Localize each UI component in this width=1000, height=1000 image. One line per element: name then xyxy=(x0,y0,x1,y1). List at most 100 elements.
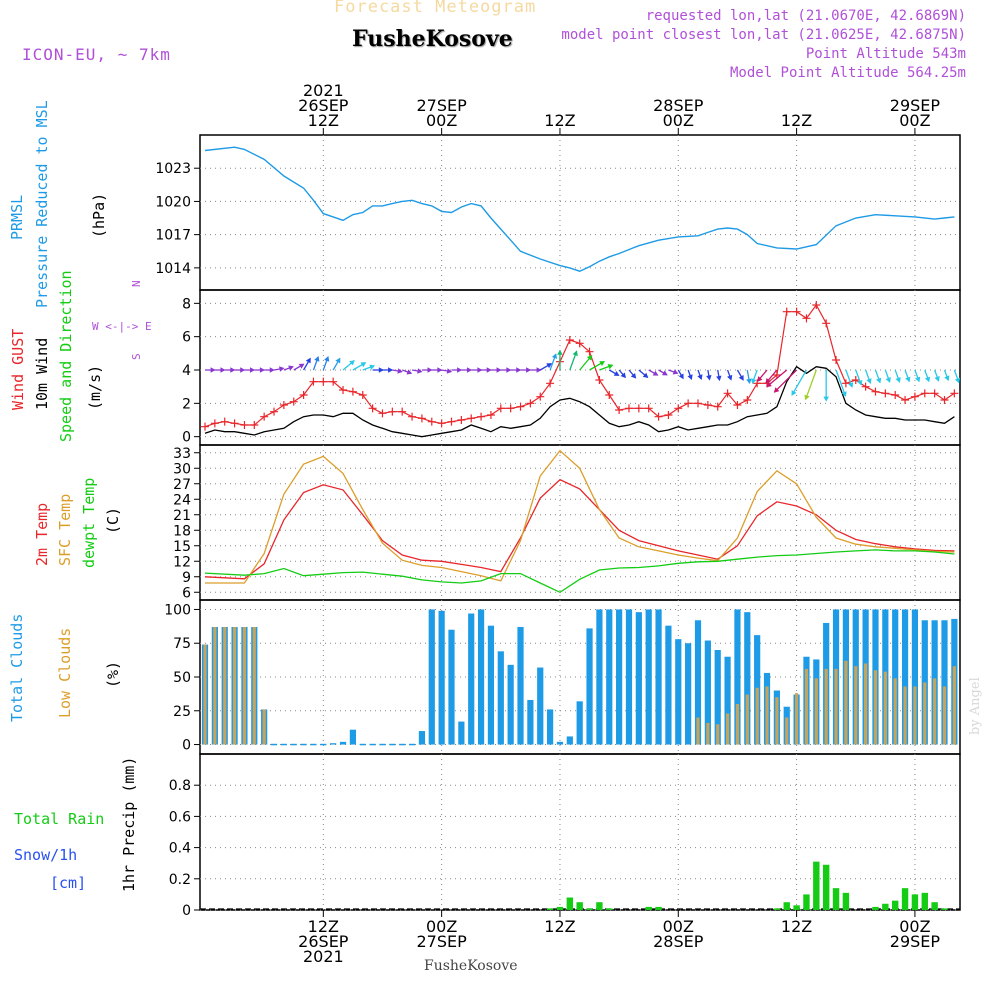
ytick-label-0-3: 1023 xyxy=(155,161,191,177)
wind-direction-arrowhead xyxy=(446,368,453,374)
ytick-label-2-8: 30 xyxy=(173,461,191,477)
rain-bar xyxy=(911,894,919,910)
low-cloud-bar xyxy=(923,682,927,745)
time-label-top-4-0: 12Z xyxy=(781,111,812,130)
total-cloud-bar xyxy=(596,609,603,745)
wind-direction-arrowhead xyxy=(791,390,797,396)
time-label-bottom-4-0: 12Z xyxy=(781,917,812,936)
low-cloud-bar xyxy=(716,724,720,745)
low-cloud-bar xyxy=(903,686,907,745)
wind-gust-line xyxy=(204,303,955,428)
wind-gust-marker xyxy=(901,396,910,404)
snow-label: Snow/1h xyxy=(14,846,78,864)
wind-gust-marker xyxy=(585,347,594,356)
ytick-label-3-0: 0 xyxy=(182,738,191,754)
wind-10m-line xyxy=(204,365,955,438)
wind-direction-arrowhead xyxy=(823,396,829,402)
wind-gust-marker xyxy=(605,391,614,399)
wind-direction-arrowhead xyxy=(250,367,256,373)
time-label-bottom-2-0: 12Z xyxy=(544,917,575,936)
rain-bar xyxy=(813,861,820,910)
wind-direction-arrowhead xyxy=(841,391,847,397)
snow-unit: [cm] xyxy=(50,874,87,892)
wind-gust-marker xyxy=(516,402,525,411)
total-cloud-bar xyxy=(694,620,702,745)
ytick-label-4-1: 0.2 xyxy=(169,872,191,888)
wind-gust-marker xyxy=(575,339,584,348)
wind-gust-marker xyxy=(733,401,742,409)
wind-direction-arrowhead xyxy=(765,378,771,384)
forecast-meteogram-title: Forecast Meteogram xyxy=(334,0,537,17)
time-label-bottom-5-0: 00Z xyxy=(899,917,930,936)
wind-gust-marker xyxy=(565,336,574,344)
low-cloud-bar xyxy=(883,671,887,745)
wind-gust-marker xyxy=(348,387,357,396)
model-name: ICON-EU, ~ 7km xyxy=(22,45,171,64)
wind-direction-arrowhead xyxy=(697,374,703,381)
wind-direction-arrowhead xyxy=(866,378,872,384)
wind-direction-arrowhead xyxy=(687,374,693,381)
time-label-top-1-0: 27SEP xyxy=(416,96,467,115)
wind-direction-arrowhead xyxy=(706,375,712,381)
wind-gust-marker xyxy=(792,307,801,316)
wind-direction-arrowhead xyxy=(738,375,744,381)
low-cloud-bar xyxy=(952,666,956,745)
time-label-bottom-1-0: 00Z xyxy=(426,917,457,936)
wind-gust-marker xyxy=(881,389,890,398)
ytick-label-2-0: 6 xyxy=(182,585,191,601)
wind-gust-marker xyxy=(536,392,545,401)
ytick-label-2-7: 27 xyxy=(173,477,191,493)
wind-gust-marker xyxy=(467,414,476,423)
wind-gust-marker xyxy=(654,412,663,421)
wind-gust-marker xyxy=(250,421,259,429)
wind-direction-arrow xyxy=(805,369,817,400)
wind-gust-marker xyxy=(240,421,249,429)
temp-2m-line xyxy=(204,478,955,580)
rain-bar xyxy=(606,908,613,910)
wind-direction-arrowhead xyxy=(746,378,752,385)
ytick-label-4-3: 0.6 xyxy=(169,809,191,825)
ytick-label-4-4: 0.8 xyxy=(169,778,191,794)
total-cloud-bar xyxy=(901,609,909,745)
total-cloud-bar xyxy=(339,741,347,745)
total-cloud-bar xyxy=(349,729,356,745)
total-cloud-bar xyxy=(556,741,564,745)
total-cloud-bar xyxy=(487,625,495,745)
time-label-bottom-0-0: 12Z xyxy=(308,917,339,936)
total-cloud-bar xyxy=(892,609,899,745)
ytick-label-4-0: 0 xyxy=(182,903,191,919)
total-rain-label: Total Rain xyxy=(14,810,105,828)
wind-direction-arrowhead xyxy=(905,376,911,383)
low-cloud-bar xyxy=(844,660,848,745)
rain-bar xyxy=(931,902,938,910)
wind-direction-arrowhead xyxy=(240,367,246,373)
wind-direction-arrowhead xyxy=(848,382,854,388)
wind-direction-arrowhead xyxy=(324,356,330,362)
temp-sfc-line xyxy=(205,449,955,584)
time-label-bottom-0-1: 26SEP xyxy=(298,932,349,951)
low-cloud-bar xyxy=(864,663,868,745)
low-cloud-bar xyxy=(942,686,947,745)
time-label-bottom-3-1: 28SEP xyxy=(653,932,704,951)
wind-gust-marker xyxy=(822,319,831,328)
ytick-label-2-9: 33 xyxy=(173,446,191,462)
pressure-line xyxy=(204,146,955,272)
wind-direction-arrowhead xyxy=(437,367,443,373)
ytick-label-3-1: 25 xyxy=(173,704,191,720)
wind-gust-marker xyxy=(782,307,791,316)
low-cloud-bar xyxy=(223,627,227,745)
wind-gust-marker xyxy=(496,404,505,413)
total-cloud-bar xyxy=(497,651,504,745)
wind-gust-marker xyxy=(526,399,535,408)
wind-direction-arrowhead xyxy=(630,372,637,379)
low-cloud-bar xyxy=(814,678,818,745)
low-cloud-bar xyxy=(725,713,730,745)
ytick-label-2-3: 15 xyxy=(173,539,191,555)
wind-gust-marker xyxy=(910,392,919,401)
wind-direction-arrowhead xyxy=(546,363,553,369)
wind-direction-arrowhead xyxy=(857,379,863,386)
wind-gust-marker xyxy=(624,404,633,413)
wind-direction-arrowhead xyxy=(526,367,532,373)
wind-direction-arrowhead xyxy=(652,370,659,376)
low-cloud-bar xyxy=(834,668,838,745)
